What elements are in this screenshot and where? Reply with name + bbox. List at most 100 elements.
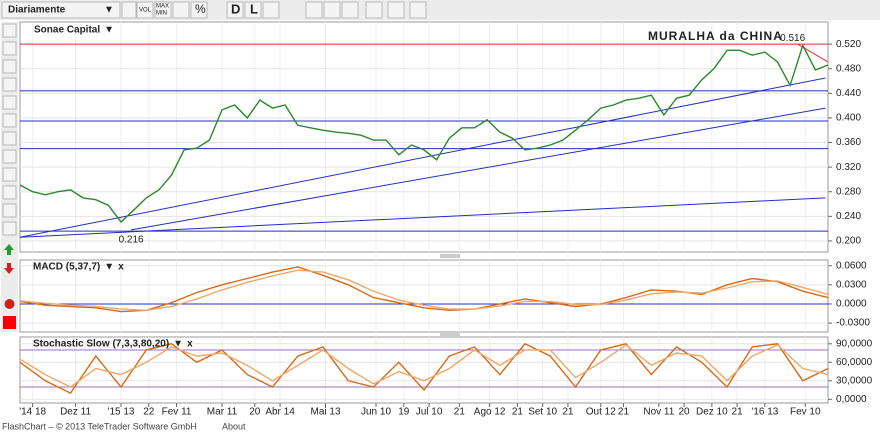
tool-icon[interactable] [2, 77, 17, 92]
tool-icon[interactable] [2, 95, 17, 110]
series-line [19, 269, 829, 312]
x-tick-label: 19 [398, 407, 410, 418]
y-tick-label: 0.320 [836, 162, 861, 173]
x-tick-label: '16 13 [751, 407, 778, 418]
x-tick-label: 22 [143, 407, 155, 418]
x-tick-label: 21 [512, 407, 524, 418]
x-tick-label: 20 [679, 407, 691, 418]
l-button[interactable] [244, 1, 262, 19]
y-tick-label: -0.0300 [836, 318, 870, 329]
y-tick-label: 0.280 [836, 186, 861, 197]
x-tick-label: Set 10 [528, 407, 557, 418]
panel-frame [19, 259, 829, 333]
crosshair-button[interactable] [262, 1, 280, 19]
d-button[interactable] [226, 1, 244, 19]
y-tick-label: 0.400 [836, 113, 861, 124]
vol-button[interactable] [136, 1, 154, 19]
tool-icon[interactable] [2, 23, 17, 38]
x-tick-label: Out 12 [586, 407, 616, 418]
max-label: MAX [156, 4, 169, 10]
print-button[interactable] [365, 1, 383, 19]
footer-link[interactable]: About [222, 421, 246, 431]
y-tick-label: 0.240 [836, 211, 861, 222]
x-tick-label: Fev 11 [162, 407, 192, 418]
zoom-in-button[interactable] [323, 1, 341, 19]
y-tick-label: 60,0000 [836, 357, 873, 368]
vol-label: VOL [139, 8, 152, 14]
y-tick-label: 0.200 [836, 236, 861, 247]
x-tick-label: Mar 11 [207, 407, 238, 418]
y-tick-label: 0.0600 [836, 260, 867, 271]
grid-button[interactable] [172, 1, 190, 19]
x-tick-label: Jun 10 [361, 407, 391, 418]
series-line [19, 344, 829, 388]
up-arrow-icon[interactable] [4, 244, 14, 255]
zoom-button[interactable] [305, 1, 323, 19]
tool-icon[interactable] [2, 167, 17, 182]
y-tick-label: 0.0300 [836, 279, 867, 290]
min-label: MIN [156, 11, 167, 17]
book-button[interactable] [409, 1, 427, 19]
zoom-out-button[interactable] [341, 1, 359, 19]
tool-icon[interactable] [2, 131, 17, 146]
panel-close: x [118, 262, 124, 273]
color-icon[interactable] [3, 316, 16, 329]
tool-icon[interactable] [2, 221, 17, 236]
x-tick-label: Fev 10 [790, 407, 821, 418]
x-tick-label: Abr 14 [265, 407, 295, 418]
x-tick-label: Nov 11 [643, 407, 674, 418]
tool-icon[interactable] [2, 59, 17, 74]
panel-menu: ▼ [173, 339, 183, 350]
x-tick-label: Jul 10 [416, 407, 443, 418]
y-tick-label: 0.520 [836, 39, 861, 50]
trend-line [131, 107, 826, 231]
panel-close: x [187, 339, 193, 350]
tool-icon[interactable] [2, 41, 17, 56]
footer-text: FlashChart – © 2013 TeleTrader Software … [2, 421, 197, 431]
x-tick-label: Mai 13 [311, 407, 341, 418]
l-label: L [250, 1, 258, 16]
extreme-label: 0.516 [780, 33, 805, 44]
down-arrow-icon[interactable] [4, 263, 14, 274]
x-tick-label: Dez 11 [60, 407, 91, 418]
panel-splitter[interactable] [440, 333, 460, 336]
extreme-label: 0.216 [119, 235, 144, 246]
tool-icon[interactable] [2, 113, 17, 128]
panel-menu: ▼ [104, 262, 114, 273]
d-label: D [231, 1, 240, 16]
panel-title: MACD (5,37,7) [33, 262, 100, 273]
trend-line [19, 197, 826, 238]
percent-label: % [195, 2, 206, 16]
delete-icon[interactable] [4, 299, 15, 309]
panel-splitter[interactable] [440, 254, 460, 258]
y-tick-label: 30,0000 [836, 375, 873, 386]
panel-frame [19, 21, 829, 253]
series-line [19, 342, 829, 394]
tool-icon[interactable] [2, 203, 17, 218]
y-tick-label: 90,0000 [836, 338, 873, 349]
x-tick-label: 21 [454, 407, 466, 418]
tool-icon[interactable] [2, 149, 17, 164]
panel-title: Sonae Capital [34, 25, 100, 36]
y-tick-label: 0.360 [836, 137, 861, 148]
panel-title: Stochastic Slow (7,3,3,80,20) [33, 339, 169, 350]
tool-button[interactable] [121, 1, 137, 19]
y-tick-label: 0,0000 [836, 394, 867, 405]
toolbar [0, 0, 880, 20]
period-select[interactable] [1, 1, 121, 19]
y-tick-label: 0.0000 [836, 299, 867, 310]
series-line [19, 43, 829, 223]
x-tick-label: Dez 10 [696, 407, 728, 418]
x-tick-label: Ago 12 [474, 407, 506, 418]
y-tick-label: 0.480 [836, 63, 861, 74]
x-tick-label: 20 [249, 407, 261, 418]
annotation: MURALHA da CHINA [648, 29, 783, 43]
maxmin-button[interactable] [154, 1, 172, 19]
tool-icon[interactable] [2, 185, 17, 200]
x-tick-label: '14 18 [19, 407, 46, 418]
percent-button[interactable] [190, 1, 208, 19]
help-button[interactable] [387, 1, 405, 19]
y-tick-label: 0.440 [836, 88, 861, 99]
dropdown-arrow: ▼ [104, 5, 114, 16]
